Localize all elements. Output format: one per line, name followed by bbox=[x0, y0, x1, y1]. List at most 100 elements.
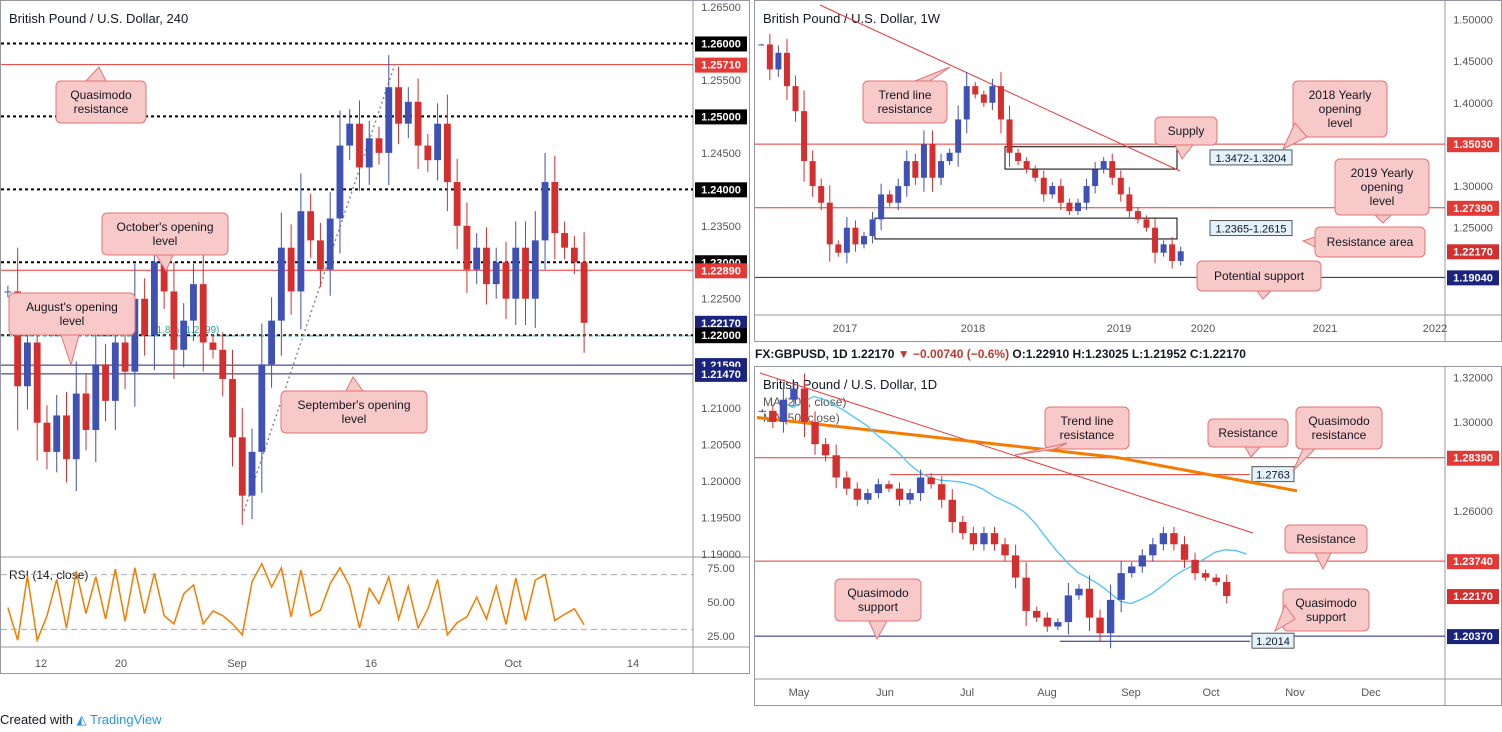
h4-chart-panel[interactable]: British Pound / U.S. Dollar, 240 1.26500 1… bbox=[0, 0, 750, 674]
weekly-candle bbox=[775, 52, 782, 70]
h4-candle bbox=[258, 364, 266, 452]
h4-candle bbox=[326, 218, 334, 270]
h4-candle bbox=[160, 262, 168, 292]
augusts-opening-level-callout-text: level bbox=[60, 314, 85, 328]
daily-candle bbox=[1128, 566, 1136, 574]
daily-x-tick: Jun bbox=[876, 687, 894, 699]
daily-candle bbox=[1223, 582, 1231, 597]
daily-candle bbox=[1170, 533, 1178, 545]
daily-quasimodo-resistance-callout-text: resistance bbox=[1312, 428, 1367, 442]
weekly-candle bbox=[801, 111, 808, 162]
h4-candle bbox=[570, 247, 578, 263]
h4-candle bbox=[453, 182, 461, 226]
weekly-x-tick: 2017 bbox=[833, 323, 857, 335]
h4-candle bbox=[522, 247, 529, 299]
h4-fib-trendline bbox=[243, 60, 397, 512]
h4-level-label: 1.26000 bbox=[701, 38, 741, 50]
daily-x-tick: Nov bbox=[1285, 687, 1305, 699]
daily-candle bbox=[906, 493, 914, 500]
weekly-zone-box bbox=[1004, 146, 1178, 170]
h4-candle bbox=[33, 342, 41, 423]
daily-candle bbox=[1096, 617, 1104, 634]
h4-candle bbox=[199, 284, 207, 343]
daily-quasimodo-support-right-callout-text: support bbox=[1306, 610, 1347, 624]
weekly-chart: British Pound / U.S. Dollar, 1W 1.50000 1.… bbox=[755, 1, 1501, 341]
resistance-area-callout: Resistance area bbox=[1301, 226, 1426, 258]
daily-candle bbox=[1001, 544, 1009, 556]
weekly-candle bbox=[826, 202, 833, 245]
weekly-chart-panel[interactable]: British Pound / U.S. Dollar, 1W 1.50000 1.… bbox=[754, 0, 1502, 342]
daily-resistance-upper-callout-tail bbox=[1244, 446, 1262, 458]
daily-candle bbox=[811, 421, 819, 445]
daily-y-tick: 1.26000 bbox=[1453, 506, 1493, 518]
weekly-candle bbox=[861, 236, 867, 245]
h4-candle bbox=[23, 342, 31, 387]
weekly-trendline-callout-box bbox=[862, 80, 948, 124]
h4-x-tick: 20 bbox=[115, 658, 127, 670]
h4-candle bbox=[356, 123, 363, 168]
weekly-zone-label: 1.3472-1.3204 bbox=[1216, 153, 1287, 165]
h4-candle bbox=[131, 298, 139, 372]
daily-candle bbox=[779, 399, 788, 422]
weekly-candle bbox=[766, 44, 773, 70]
supply-callout-text: Supply bbox=[1168, 124, 1205, 138]
daily-candle bbox=[938, 484, 946, 500]
weekly-candle bbox=[1152, 227, 1159, 253]
daily-candle bbox=[1180, 544, 1189, 560]
daily-candle bbox=[1043, 617, 1051, 627]
daily-candle bbox=[821, 444, 830, 456]
weekly-x-tick: 2021 bbox=[1313, 323, 1337, 335]
weekly-candle bbox=[912, 161, 919, 178]
daily-quasimodo-resistance-callout-text: Quasimodo bbox=[1308, 414, 1370, 428]
h4-y-tick: 1.23500 bbox=[701, 221, 741, 233]
h4-candle bbox=[82, 393, 90, 431]
h4-y-tick: 1.21000 bbox=[701, 403, 741, 415]
h4-candle bbox=[219, 349, 227, 379]
h4-candle bbox=[414, 101, 422, 146]
weekly-candle bbox=[989, 86, 996, 103]
daily-mark-label: 1.2763 bbox=[1256, 470, 1290, 482]
weekly-x-tick: 2020 bbox=[1191, 323, 1215, 335]
h4-candle bbox=[53, 415, 61, 452]
weekly-candle bbox=[1109, 161, 1116, 178]
daily-chart-panel[interactable]: British Pound / U.S. Dollar, 1D MA (200, … bbox=[754, 366, 1502, 706]
daily-y-tick: 1.32000 bbox=[1453, 372, 1493, 384]
h4-level-label: 1.24000 bbox=[701, 184, 741, 196]
yearly-2018-callout-text: opening bbox=[1319, 102, 1362, 116]
weekly-y-tick: 1.50000 bbox=[1453, 14, 1493, 26]
daily-candle bbox=[885, 484, 893, 489]
h4-candle bbox=[307, 211, 315, 241]
created-with-label: Created with bbox=[0, 712, 73, 727]
h4-candle bbox=[209, 342, 217, 350]
daily-x-tick: Dec bbox=[1361, 687, 1381, 699]
h4-level-label-bg bbox=[695, 57, 747, 73]
weekly-zone-label: 1.2365-1.2615 bbox=[1216, 224, 1287, 236]
weekly-candle bbox=[809, 161, 816, 187]
weekly-level-label: 1.19040 bbox=[1453, 272, 1493, 284]
daily-level-label: 1.28390 bbox=[1453, 453, 1493, 465]
daily-candle bbox=[895, 488, 904, 500]
daily-candle bbox=[959, 522, 967, 534]
h4-chart: British Pound / U.S. Dollar, 240 1.26500 1… bbox=[1, 1, 749, 673]
h4-candle bbox=[365, 138, 373, 168]
weekly-candle bbox=[886, 194, 893, 203]
daily-level-label: 1.23740 bbox=[1453, 556, 1493, 568]
h4-level-label: 1.25000 bbox=[701, 111, 741, 123]
h4-candle bbox=[463, 225, 471, 270]
daily-candle bbox=[916, 477, 925, 494]
weekly-candle bbox=[1092, 169, 1099, 187]
h4-candle bbox=[14, 291, 22, 387]
daily-candle bbox=[1011, 555, 1020, 578]
daily-candle bbox=[1106, 599, 1115, 634]
daily-close: C:1.22170 bbox=[1189, 347, 1246, 361]
h4-candle bbox=[180, 320, 188, 350]
h4-candle bbox=[434, 123, 442, 161]
yearly-2019-callout-text: level bbox=[1370, 194, 1395, 208]
h4-level-label: 1.22000 bbox=[701, 330, 741, 342]
daily-candle bbox=[843, 477, 851, 489]
h4-candle bbox=[121, 342, 129, 372]
